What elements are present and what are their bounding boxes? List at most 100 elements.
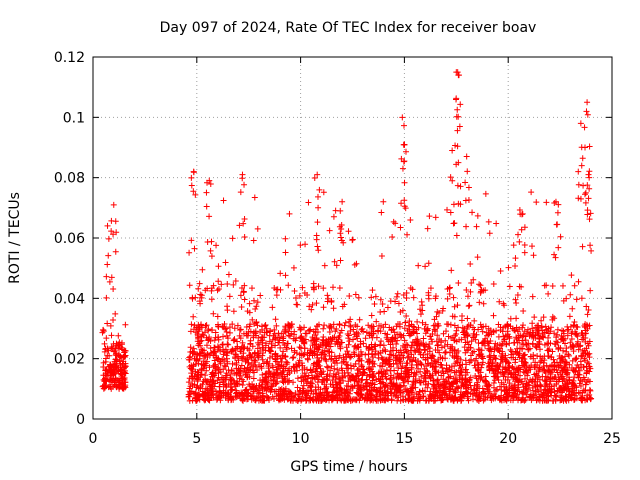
data-point [482, 373, 489, 380]
data-point [571, 374, 578, 381]
data-point [474, 393, 481, 400]
data-point [314, 171, 321, 178]
data-point [220, 197, 227, 204]
data-point [533, 199, 540, 206]
data-point [506, 283, 513, 290]
data-point [516, 238, 523, 245]
data-point [110, 285, 117, 292]
data-point [583, 108, 590, 115]
data-point [112, 356, 119, 363]
data-point [313, 236, 320, 243]
data-point [573, 355, 580, 362]
data-point [407, 347, 414, 354]
data-point [320, 285, 327, 292]
data-point [290, 264, 297, 271]
data-point [306, 303, 313, 310]
data-point [422, 341, 429, 348]
data-point [577, 358, 584, 365]
data-point [421, 347, 428, 354]
data-point [296, 292, 303, 299]
data-point [240, 289, 247, 296]
data-point [515, 394, 522, 401]
data-point [490, 379, 497, 386]
data-point [446, 291, 453, 298]
data-point [430, 363, 437, 370]
data-point [560, 395, 567, 402]
data-point [444, 206, 451, 213]
data-point [231, 337, 238, 344]
data-point [585, 171, 592, 178]
data-point [107, 322, 114, 329]
data-point [203, 322, 210, 329]
data-point [204, 378, 211, 385]
data-point [365, 358, 372, 365]
data-point [426, 213, 433, 220]
data-point [549, 367, 556, 374]
data-point [427, 285, 434, 292]
data-point [104, 222, 111, 229]
data-point [190, 188, 197, 195]
data-point [313, 390, 320, 397]
data-point [355, 357, 362, 364]
data-point [340, 397, 347, 404]
data-point [214, 323, 221, 330]
data-point [562, 364, 569, 371]
data-point [313, 359, 320, 366]
data-point [462, 330, 469, 337]
data-point [333, 338, 340, 345]
data-point [215, 374, 222, 381]
data-point [326, 227, 333, 234]
data-point [252, 358, 259, 365]
data-point [388, 379, 395, 386]
data-point [529, 320, 536, 327]
data-point [429, 352, 436, 359]
data-point [582, 199, 589, 206]
data-point [370, 373, 377, 380]
data-point [327, 356, 334, 363]
data-point [422, 263, 429, 270]
data-point [302, 330, 309, 337]
data-point [571, 396, 578, 403]
data-point [199, 391, 206, 398]
data-point [388, 326, 395, 333]
data-point [420, 378, 427, 385]
data-point [335, 370, 342, 377]
data-point [492, 340, 499, 347]
data-point [338, 221, 345, 228]
data-point [465, 303, 472, 310]
data-point [311, 174, 318, 181]
data-point [478, 353, 485, 360]
data-point [103, 273, 110, 280]
data-point [324, 292, 331, 299]
data-point [313, 352, 320, 359]
data-point [277, 344, 284, 351]
data-point [303, 380, 310, 387]
data-point [371, 300, 378, 307]
data-point [555, 374, 562, 381]
data-point [465, 397, 472, 404]
data-point [434, 320, 441, 327]
data-point [267, 327, 274, 334]
data-point [586, 363, 593, 370]
data-point [486, 345, 493, 352]
data-point [426, 372, 433, 379]
data-point [532, 332, 539, 339]
data-point [312, 386, 319, 393]
data-point [273, 322, 280, 329]
data-point [473, 331, 480, 338]
data-point [354, 367, 361, 374]
data-point [223, 376, 230, 383]
data-point [409, 389, 416, 396]
data-point [237, 348, 244, 355]
data-point [215, 278, 222, 285]
data-point [422, 330, 429, 337]
data-point [491, 344, 498, 351]
data-point [188, 237, 195, 244]
data-point [586, 143, 593, 150]
data-point [401, 337, 408, 344]
data-point [475, 339, 482, 346]
data-point [250, 375, 257, 382]
data-point [108, 332, 115, 339]
data-point [214, 313, 221, 320]
data-point [190, 313, 197, 320]
